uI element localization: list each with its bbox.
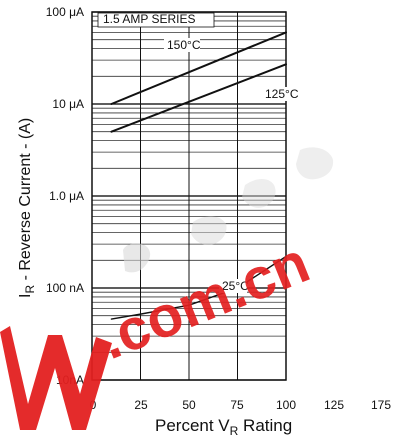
watermark-blot-3	[242, 178, 276, 208]
watermark-blot-2	[191, 216, 227, 245]
series-group-label-box	[97, 12, 215, 28]
series-label: 150°C	[167, 38, 201, 52]
x-tick-label: 50	[182, 398, 196, 412]
y-axis-title: IR - Reverse Current - (A)	[17, 118, 37, 298]
y-tick-label: 100 nA	[46, 281, 84, 295]
x-tick-label: 175	[371, 398, 391, 412]
series-group-label: 1.5 AMP SERIES	[103, 12, 196, 26]
watermark-logo-shape	[0, 326, 112, 430]
series-label: 25°C	[222, 279, 249, 293]
x-tick-label: 75	[230, 398, 244, 412]
x-tick-label: 125	[324, 398, 344, 412]
series-line	[110, 255, 287, 320]
series-label-bg	[262, 87, 298, 101]
series-line	[110, 31, 287, 105]
series-line	[110, 63, 287, 133]
x-tick-label: 25	[134, 398, 148, 412]
y-tick-label: 100 μA	[46, 5, 84, 19]
y-tick-label: 10 μA	[52, 97, 84, 111]
watermark-blot-4	[296, 147, 334, 180]
series-label-bg	[164, 38, 200, 52]
x-tick-label: 100	[276, 398, 296, 412]
series-label-bg	[219, 279, 247, 293]
series-label: 125°C	[265, 87, 299, 101]
x-axis-title: Percent VR Rating	[155, 416, 292, 438]
y-tick-label: 1.0 μA	[49, 189, 84, 203]
watermark-blot-1	[123, 243, 151, 273]
